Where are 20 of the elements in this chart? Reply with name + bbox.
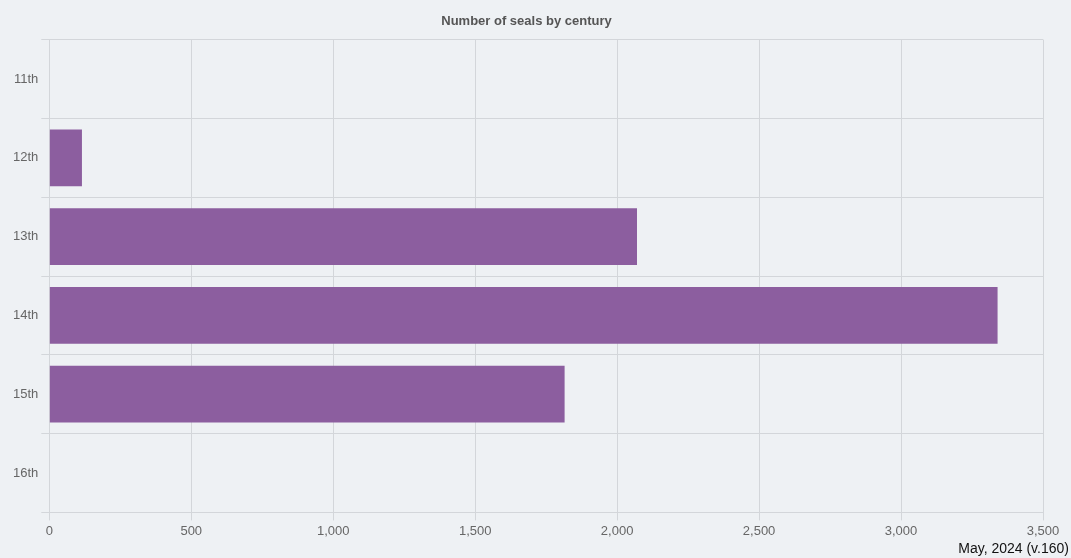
chart-title: Number of seals by century <box>441 13 613 29</box>
x-tick-label: 3,500 <box>1026 522 1060 538</box>
x-tick-label: 3,000 <box>884 522 918 538</box>
x-tick-label: 500 <box>180 522 203 538</box>
y-tick-label: 11th <box>13 70 39 86</box>
text: May, 2024 (v.160) <box>958 539 1069 556</box>
bar <box>49 287 998 344</box>
x-tick-label: 0 <box>45 522 53 538</box>
bar <box>49 129 82 187</box>
x-tick-label: 2,000 <box>600 522 634 538</box>
y-tick-label: 14th <box>12 306 39 322</box>
x-tick-label: 1,500 <box>458 522 492 538</box>
bar <box>49 208 637 265</box>
x-tick-label: 2,500 <box>742 522 776 538</box>
y-tick-label: 13th <box>12 228 39 244</box>
y-tick-label: 16th <box>12 464 39 480</box>
y-tick-label: 12th <box>12 149 39 165</box>
y-tick-label: 15th <box>12 385 39 401</box>
bar <box>49 365 565 423</box>
x-tick-label: 1,000 <box>316 522 350 538</box>
